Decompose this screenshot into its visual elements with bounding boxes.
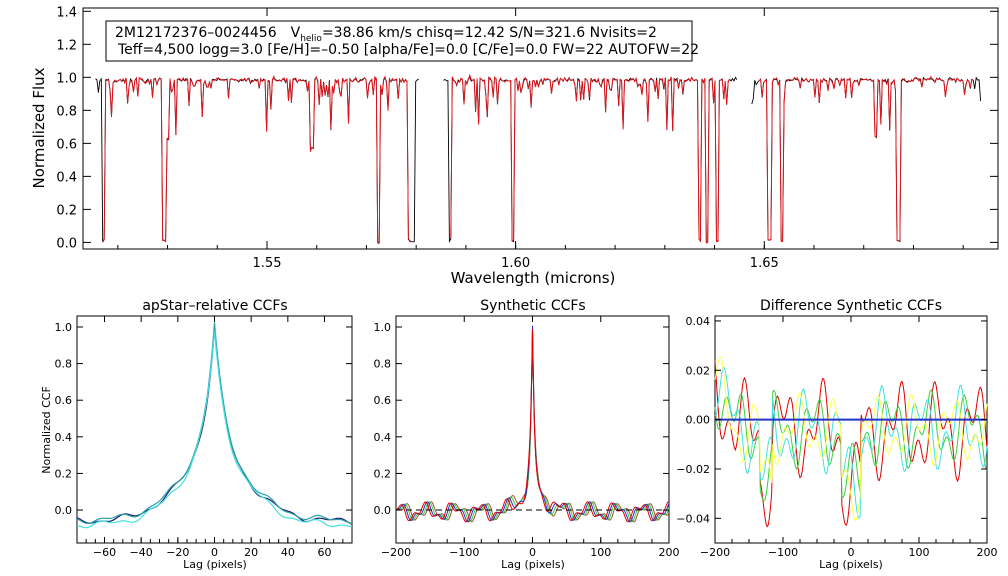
ccf1-title: apStar–relative CCFs xyxy=(142,298,287,314)
spectrum-ylabel: Normalized Flux xyxy=(30,67,48,188)
spectrum-ytick-label: 0.0 xyxy=(56,236,77,251)
spectrum-ticks: 1.55 1.60 1.65 0.0 0.2 0.4 0.6 0.8 1.0 1.2 1.4 xyxy=(56,5,998,271)
ccf1-xlabel: Lag (pixels) xyxy=(183,558,247,571)
ccf2-ytick-label: 0.8 xyxy=(374,358,392,371)
spectrum-observed-chip-1 xyxy=(95,76,419,244)
star-stats: =38.86 km/s chisq=12.42 S/N=321.6 Nvisit… xyxy=(322,25,657,41)
ccf1-xtick-label: −60 xyxy=(93,546,116,559)
ccf1-xtick-label: −40 xyxy=(130,546,153,559)
ccf2-xtick-label: 200 xyxy=(659,546,680,559)
ccf3-xlabel: Lag (pixels) xyxy=(819,558,883,571)
spectrum-ytick-label: 1.4 xyxy=(56,5,77,20)
ccf3-xtick-label: 0 xyxy=(848,546,855,559)
vhelio-prefix: V xyxy=(291,25,301,41)
ccf1-ytick-label: 0.2 xyxy=(55,467,73,480)
spectrum-ytick-label: 0.6 xyxy=(56,137,77,152)
ccf2-xlabel: Lag (pixels) xyxy=(501,558,565,571)
ccf1-xtick-label: 20 xyxy=(244,546,258,559)
ccf1-xtick-label: 40 xyxy=(281,546,295,559)
ccf3-plot xyxy=(714,356,988,528)
ccf1-ylabel: Normalized CCF xyxy=(40,386,53,474)
ccf1-series-1 xyxy=(76,326,353,525)
ccf2-xtick-label: −100 xyxy=(449,546,479,559)
ccf-panel-1: −60 −40 −20 0 20 40 60 0.0 0.2 0.4 0.6 0.8 1.0 apSta… xyxy=(40,298,353,571)
star-id: 2M12172376–0024456 xyxy=(115,25,277,41)
spectrum-ytick-label: 0.2 xyxy=(56,203,77,218)
ccf2-ytick-label: 0.6 xyxy=(374,394,392,407)
ccf1-ticks: −60 −40 −20 0 20 40 60 0.0 0.2 0.4 0.6 0.8 1.0 xyxy=(55,316,353,559)
ccf1-ytick-label: 1.0 xyxy=(55,321,73,334)
ccf2-ytick-label: 0.0 xyxy=(374,504,392,517)
spectrum-ytick-label: 1.0 xyxy=(56,71,77,86)
ccf1-xtick-label: 0 xyxy=(211,546,218,559)
spectrum-xtick-label: 1.55 xyxy=(253,256,282,271)
ccf1-ytick-label: 0.4 xyxy=(55,431,73,444)
ccf1-series-3 xyxy=(76,330,353,529)
spectrum-ytick-label: 0.8 xyxy=(56,104,77,119)
ccf2-ticks: −200 −100 0 100 200 0.0 0.2 0.4 0.6 0.8 1.0 xyxy=(374,316,680,559)
ccf2-ytick-label: 0.2 xyxy=(374,467,392,480)
vhelio-subscript: helio xyxy=(300,34,322,44)
ccf3-frame xyxy=(714,315,988,544)
ccf1-xtick-label: 60 xyxy=(318,546,332,559)
ccf2-series-4 xyxy=(395,329,669,523)
ccf2-series-3 xyxy=(395,325,670,523)
info-box-frame xyxy=(105,20,693,62)
ccf1-frame xyxy=(76,315,353,544)
spectrum-model-chip-2 xyxy=(450,73,731,244)
ccf1-xtick-label: −20 xyxy=(166,546,189,559)
ccf3-series-3 xyxy=(714,366,988,520)
ccf2-ytick-label: 0.4 xyxy=(374,431,392,444)
ccf2-xtick-label: −200 xyxy=(381,546,411,559)
ccf3-xtick-label: −100 xyxy=(768,546,798,559)
ccf2-title: Synthetic CCFs xyxy=(480,298,585,314)
ccf3-ticks: −200 −100 0 100 200 −0.04 −0.02 0.00 0.02 0.04 xyxy=(676,315,997,559)
spectrum-ytick-label: 0.4 xyxy=(56,170,77,185)
spectrum-xlabel: Wavelength (microns) xyxy=(451,269,616,287)
ccf-panel-3: −200 −100 0 100 200 −0.04 −0.02 0.00 0.02 0.04 Di… xyxy=(676,298,997,571)
ccf1-plot xyxy=(76,322,353,529)
info-box: 2M12172376–0024456 Vhelio=38.86 km/s chis… xyxy=(105,20,699,62)
ccf1-ytick-label: 0.0 xyxy=(55,504,73,517)
info-line-1: 2M12172376–0024456 Vhelio=38.86 km/s chis… xyxy=(115,25,657,44)
ccf2-xtick-label: 0 xyxy=(529,546,536,559)
ccf3-ytick-label: −0.04 xyxy=(676,512,710,525)
spectrum-ytick-label: 1.2 xyxy=(56,38,77,53)
ccf3-series-4 xyxy=(714,356,988,522)
spectrum-frame xyxy=(82,7,999,250)
ccf3-ytick-label: −0.02 xyxy=(676,463,710,476)
spectrum-model-chip-1 xyxy=(102,74,412,245)
ccf1-ytick-label: 0.6 xyxy=(55,394,73,407)
spectrum-observed-chip-3 xyxy=(751,76,982,243)
spectrum-panel: 1.55 1.60 1.65 0.0 0.2 0.4 0.6 0.8 1.0 1.2 1.4 Wav… xyxy=(30,5,999,287)
ccf3-ytick-label: 0.04 xyxy=(686,315,711,328)
spectrum-xtick-label: 1.60 xyxy=(501,256,530,271)
ccf3-xtick-label: −200 xyxy=(700,546,730,559)
ccf-panel-2: −200 −100 0 100 200 0.0 0.2 0.4 0.6 0.8 1.0 Synthe… xyxy=(374,298,680,571)
ccf2-ytick-label: 1.0 xyxy=(374,321,392,334)
ccf3-ytick-label: 0.02 xyxy=(686,364,711,377)
ccf3-title: Difference Synthetic CCFs xyxy=(760,298,942,314)
ccf2-plot xyxy=(395,325,670,523)
ccf3-xtick-label: 200 xyxy=(977,546,998,559)
ccf3-ytick-label: 0.00 xyxy=(686,414,711,427)
spectrum-xtick-label: 1.65 xyxy=(750,256,779,271)
ccf1-series-2 xyxy=(76,322,353,525)
ccf2-xtick-label: 100 xyxy=(590,546,611,559)
ccf1-ytick-label: 0.8 xyxy=(55,358,73,371)
spectrum-plot xyxy=(95,73,982,245)
info-line-2: Teff=4,500 logg=3.0 [Fe/H]=–0.50 [alpha/… xyxy=(117,42,699,58)
ccf3-xtick-label: 100 xyxy=(909,546,930,559)
spectrum-model-chip-3 xyxy=(758,75,974,243)
